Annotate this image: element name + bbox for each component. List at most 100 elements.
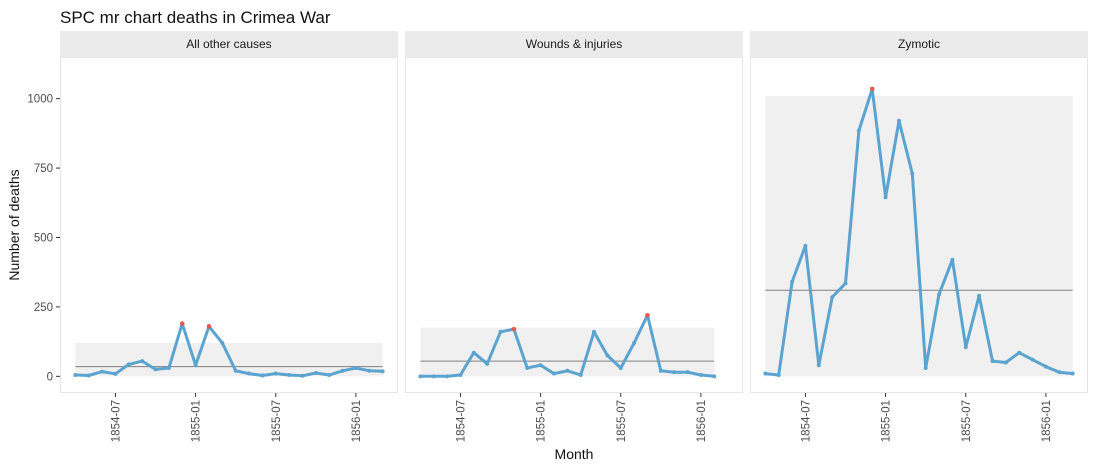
panel-border <box>60 57 398 393</box>
data-point <box>937 292 942 297</box>
data-point <box>1003 360 1008 365</box>
facet-strip <box>60 31 398 57</box>
data-point <box>776 372 781 377</box>
facet-panel: Zymotic 1854-07 1855-01 1855-07 1856-01 <box>750 31 1088 442</box>
chart-title: SPC mr chart deaths in Crimea War <box>60 8 331 27</box>
data-point <box>273 371 278 376</box>
data-point <box>380 369 385 374</box>
data-point <box>113 371 118 376</box>
y-tick-label: 0 <box>47 371 53 383</box>
series-line <box>73 322 385 378</box>
data-point <box>458 372 463 377</box>
x-tick-label: 1856-01 <box>696 400 708 442</box>
data-point <box>896 118 901 123</box>
x-tick-label: 1855-01 <box>536 400 548 442</box>
x-tick-label: 1854-07 <box>455 400 467 442</box>
data-point <box>990 359 995 364</box>
control-limit-band <box>765 95 1073 377</box>
data-point <box>353 366 358 371</box>
data-point <box>1017 350 1022 355</box>
data-point <box>498 329 503 334</box>
data-point <box>1057 370 1062 375</box>
y-axis: 0 250 500 750 1000 <box>27 94 60 383</box>
data-point <box>578 372 583 377</box>
data-point <box>698 372 703 377</box>
x-tick-label: 1856-01 <box>351 400 363 442</box>
facet-strip <box>405 31 743 57</box>
x-tick-label: 1856-01 <box>1041 400 1053 442</box>
facet-strip-label: Wounds & injuries <box>526 37 623 51</box>
data-point <box>418 374 423 379</box>
y-tick-label: 1000 <box>27 94 53 106</box>
data-point <box>86 373 91 378</box>
data-point <box>963 345 968 350</box>
data-point <box>950 257 955 262</box>
data-point <box>340 368 345 373</box>
data-point <box>1070 371 1075 376</box>
data-point <box>220 341 225 346</box>
signal-point <box>511 326 517 332</box>
data-point <box>672 370 677 375</box>
data-point <box>977 293 982 298</box>
data-point <box>803 243 808 248</box>
y-tick-label: 750 <box>34 163 53 175</box>
signal-point <box>179 321 185 326</box>
data-point <box>445 374 450 379</box>
x-axis-title: Month <box>555 446 594 462</box>
signal-point <box>206 324 212 329</box>
data-point <box>1030 357 1035 362</box>
x-tick-label: 1855-01 <box>191 400 203 442</box>
data-point <box>790 279 795 284</box>
y-tick-label: 500 <box>34 232 53 244</box>
facet-panel: Wounds & injuries 1854-07 1855-01 1855-07 18… <box>405 31 743 442</box>
data-point <box>260 373 265 378</box>
data-point <box>883 195 888 200</box>
facet-panels: All other causes 1854-07 1855-01 1855-07 185… <box>60 31 1088 442</box>
data-point <box>592 329 597 334</box>
facet-strip-label: Zymotic <box>898 37 940 51</box>
data-point <box>816 363 821 368</box>
data-point <box>910 171 915 176</box>
data-point <box>763 371 768 376</box>
data-point <box>565 368 570 373</box>
data-point <box>618 366 623 371</box>
panel-border <box>750 57 1088 393</box>
data-point <box>431 374 436 379</box>
facet-strip-label: All other causes <box>186 37 271 51</box>
signal-point <box>869 86 875 92</box>
x-tick-label: 1855-07 <box>961 400 973 442</box>
data-point <box>233 368 238 373</box>
data-point <box>100 369 105 374</box>
data-point <box>126 362 131 367</box>
data-point <box>193 363 198 368</box>
data-point <box>166 366 171 371</box>
x-tick-label: 1855-01 <box>881 400 893 442</box>
data-point <box>551 371 556 376</box>
data-point <box>830 295 835 300</box>
control-limit-band <box>420 327 715 377</box>
data-point <box>685 370 690 375</box>
data-point <box>632 341 637 346</box>
data-point <box>658 368 663 373</box>
x-tick-label: 1855-07 <box>616 400 628 442</box>
data-point <box>1043 364 1048 369</box>
data-point <box>287 372 292 377</box>
data-point <box>313 371 318 376</box>
facet-panel: All other causes 1854-07 1855-01 1855-07 185… <box>60 31 398 442</box>
data-point <box>300 373 305 378</box>
data-point <box>247 371 252 376</box>
data-point <box>605 353 610 358</box>
y-axis-title: Number of deaths <box>6 169 22 280</box>
data-point <box>485 361 490 366</box>
data-point <box>327 372 332 377</box>
data-point <box>525 366 530 371</box>
data-point <box>153 367 158 372</box>
data-point <box>712 374 717 379</box>
x-tick-label: 1855-07 <box>271 400 283 442</box>
data-point <box>538 363 543 368</box>
data-point <box>140 359 145 364</box>
data-point <box>73 372 78 377</box>
data-point <box>843 281 848 286</box>
y-tick-label: 250 <box>34 302 53 314</box>
